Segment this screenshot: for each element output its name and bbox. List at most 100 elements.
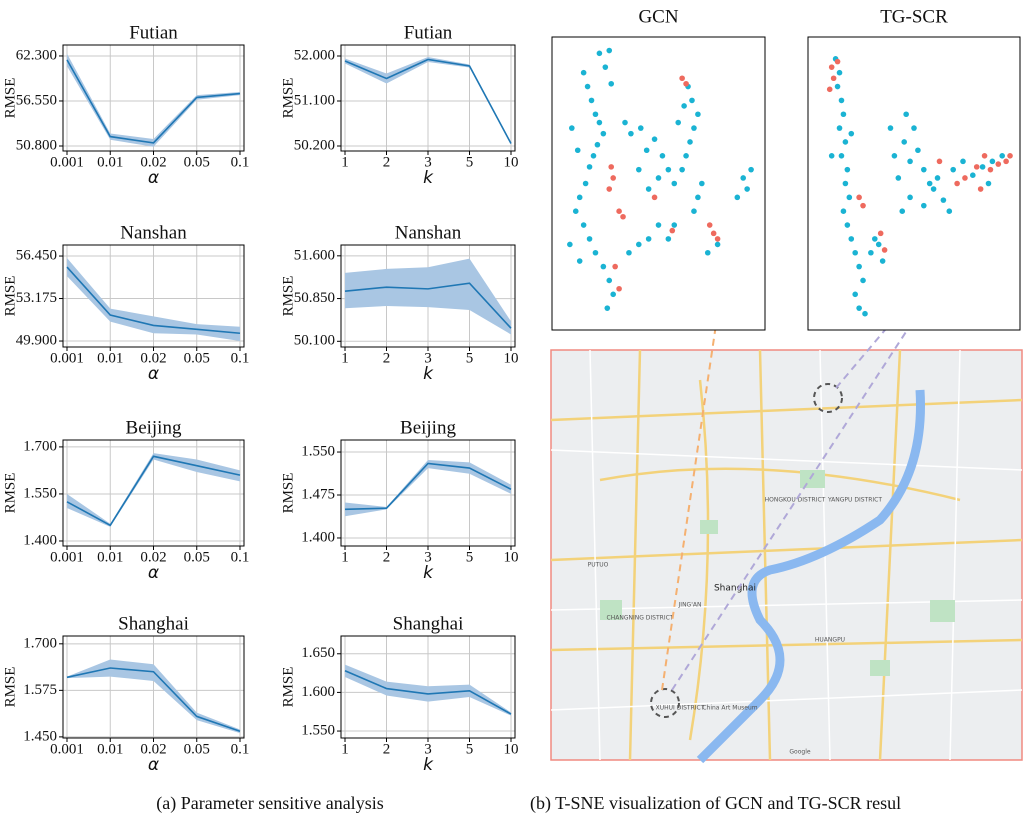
y-tick-label: 51.100: [294, 92, 335, 108]
point: [587, 236, 593, 242]
x-tick-label: 5: [466, 741, 474, 757]
point: [896, 175, 902, 181]
point: [628, 131, 634, 137]
point: [626, 250, 632, 256]
x-tick-label: 2: [383, 549, 391, 565]
chart-title: Shanghai: [118, 613, 189, 634]
point: [691, 125, 697, 131]
point: [666, 236, 672, 242]
y-tick-label: 1.700: [23, 438, 57, 454]
point: [597, 51, 603, 57]
point: [990, 159, 996, 165]
x-tick-label: 1: [341, 350, 349, 366]
point: [616, 208, 622, 214]
point: [616, 286, 622, 292]
x-tick-label: 0.05: [184, 549, 210, 565]
point: [848, 236, 854, 242]
chart-title: Shanghai: [393, 613, 464, 634]
chart-title: GCN: [638, 6, 678, 27]
point: [622, 120, 628, 126]
point: [585, 84, 591, 90]
chart-title: Beijing: [400, 417, 456, 438]
y-tick-label: 1.600: [301, 684, 335, 700]
x-tick-label: 0.01: [97, 549, 123, 565]
point: [888, 125, 894, 131]
y-axis-label: RMSE: [2, 473, 18, 514]
point: [636, 167, 642, 173]
point: [862, 311, 868, 317]
point: [683, 153, 689, 159]
x-tick-label: 10: [504, 549, 519, 565]
figure: ShanghaiHONGKOU DISTRICTYANGPU DISTRICTP…: [0, 0, 1024, 827]
point: [860, 203, 866, 209]
y-tick-label: 52.000: [294, 47, 335, 63]
map-label: YANGPU DISTRICT: [827, 497, 882, 504]
point: [903, 111, 909, 117]
point: [587, 164, 593, 170]
x-tick-label: 10: [504, 350, 519, 366]
x-axis-label: k: [423, 168, 434, 188]
point: [606, 186, 612, 192]
point: [601, 264, 607, 270]
point: [995, 161, 1001, 167]
x-tick-label: 0.1: [231, 549, 250, 565]
point: [931, 186, 937, 192]
x-tick-label: 0.01: [97, 350, 123, 366]
point: [882, 247, 888, 253]
point: [679, 167, 685, 173]
x-tick-label: 5: [466, 154, 474, 170]
point: [837, 70, 843, 76]
point: [852, 250, 858, 256]
point: [669, 228, 675, 234]
point: [608, 81, 614, 87]
point: [907, 195, 913, 201]
x-tick-label: 0.05: [184, 350, 210, 366]
point: [689, 98, 695, 104]
y-axis-label: RMSE: [280, 667, 296, 708]
map-label: China Art Museum: [702, 705, 757, 712]
point: [856, 305, 862, 311]
y-tick-label: 1.575: [23, 682, 57, 698]
x-tick-label: 0.001: [50, 154, 84, 170]
y-axis-label: RMSE: [2, 276, 18, 317]
point: [620, 214, 626, 220]
point: [603, 64, 609, 70]
point: [876, 242, 882, 248]
point: [845, 222, 851, 228]
y-tick-label: 1.550: [301, 722, 335, 738]
point: [606, 48, 612, 54]
y-tick-label: 1.400: [301, 529, 335, 545]
point: [970, 172, 976, 178]
y-tick-label: 62.300: [16, 47, 57, 63]
point: [982, 153, 988, 159]
point: [705, 250, 711, 256]
point: [835, 59, 841, 65]
x-tick-label: 0.1: [231, 154, 250, 170]
point: [1003, 159, 1009, 165]
point: [671, 181, 677, 187]
point: [901, 139, 907, 145]
y-tick-label: 56.450: [16, 247, 57, 263]
point: [845, 167, 851, 173]
y-axis-label: RMSE: [2, 78, 18, 119]
point: [872, 236, 878, 242]
point: [675, 120, 681, 126]
x-tick-label: 0.05: [184, 154, 210, 170]
point: [612, 264, 618, 270]
x-axis-label: α: [148, 168, 159, 188]
map-label: Google: [789, 749, 810, 756]
point: [946, 208, 952, 214]
point: [1007, 153, 1013, 159]
map-label: JING'AN: [678, 602, 702, 609]
point: [683, 81, 689, 87]
point: [847, 195, 853, 201]
point: [735, 195, 741, 201]
point: [744, 186, 750, 192]
point: [921, 203, 927, 209]
point: [577, 258, 583, 264]
point: [837, 125, 843, 131]
point: [581, 70, 587, 76]
point: [604, 305, 610, 311]
point: [988, 167, 994, 173]
y-tick-label: 50.850: [294, 290, 335, 306]
